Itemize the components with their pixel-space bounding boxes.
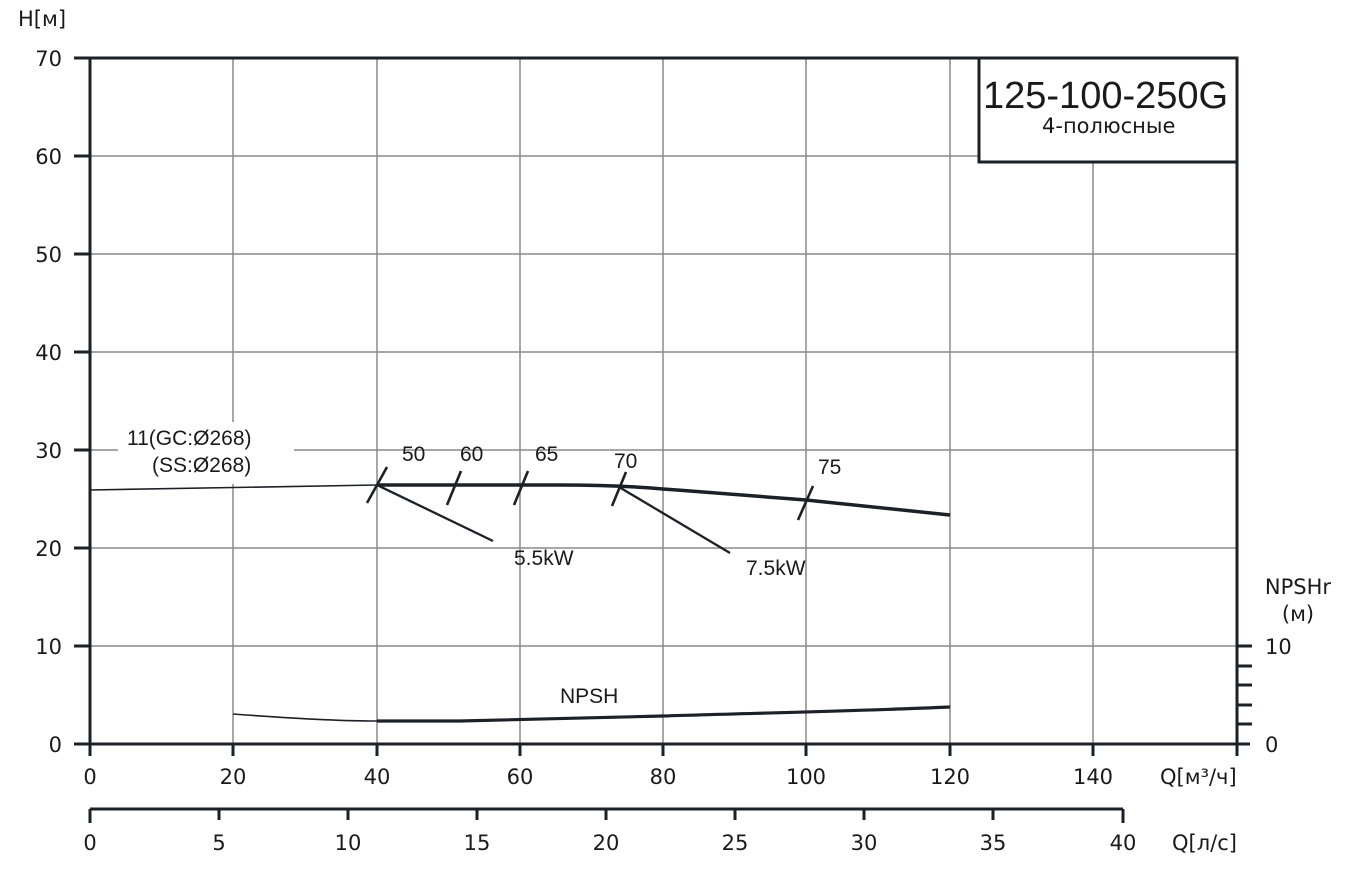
efficiency-label-60: 60 — [460, 443, 483, 466]
impeller-label-bg — [118, 422, 294, 484]
impeller-label-line1: 11(GC:Ø268) — [127, 427, 252, 450]
y-axis-tick-labels: 0 10 20 30 40 50 60 70 — [35, 47, 62, 757]
power-label-7-5kw: 7.5kW — [746, 557, 806, 580]
power-leaders — [376, 483, 731, 554]
y-tick-40: 40 — [35, 341, 62, 365]
y-axis-ticks — [74, 56, 90, 648]
x-axis-tick-labels: 0 20 40 60 80 100 120 140 — [83, 765, 1113, 789]
npsh-tick-10: 10 — [1265, 635, 1292, 659]
impeller-label-line2: (SS:Ø268) — [152, 454, 251, 477]
y-tick-0: 0 — [49, 733, 62, 757]
x2-axis — [88, 807, 1125, 823]
title-box — [977, 56, 1239, 164]
x2-tick-0: 0 — [83, 831, 96, 855]
x-tick-0: 0 — [83, 765, 96, 789]
efficiency-label-75: 75 — [818, 456, 841, 479]
x2-tick-20: 20 — [593, 831, 620, 855]
efficiency-label-65: 65 — [535, 443, 558, 466]
efficiency-marks — [365, 466, 815, 521]
head-curve-thin — [89, 484, 378, 491]
x-tick-40: 40 — [364, 765, 391, 789]
y-tick-70: 70 — [35, 47, 62, 71]
npsh-curve-label: NPSH — [560, 685, 618, 708]
vertical-grid — [232, 58, 1094, 744]
x2-tick-40: 40 — [1110, 831, 1137, 855]
npsh-axis-ticks — [1237, 644, 1252, 726]
x2-tick-15: 15 — [464, 831, 491, 855]
x-tick-60: 60 — [507, 765, 534, 789]
npsh-tick-0: 0 — [1265, 733, 1278, 757]
x-tick-100: 100 — [786, 765, 826, 789]
x2-axis-title: Q[л/с] — [1172, 831, 1237, 855]
x2-axis-tick-labels: 0 5 10 15 20 25 30 35 40 — [83, 831, 1136, 855]
model-subtitle: 4-полюсные — [1042, 114, 1175, 138]
y-axis-title: H[м] — [18, 7, 66, 31]
y-tick-50: 50 — [35, 243, 62, 267]
x-axis-ticks — [231, 744, 1095, 756]
power-label-5-5kw: 5.5kW — [514, 547, 574, 570]
y-tick-10: 10 — [35, 635, 62, 659]
y-tick-60: 60 — [35, 145, 62, 169]
x2-tick-30: 30 — [851, 831, 878, 855]
x2-tick-5: 5 — [212, 831, 225, 855]
efficiency-label-70: 70 — [614, 450, 637, 473]
efficiency-label-50: 50 — [402, 443, 425, 466]
npsh-axis-title-line1: NPSHr — [1265, 575, 1331, 599]
npsh-curve-thin — [232, 713, 378, 722]
x-tick-80: 80 — [650, 765, 677, 789]
x-tick-20: 20 — [220, 765, 247, 789]
x-tick-120: 120 — [930, 765, 970, 789]
x-axis-title: Q[м³/ч] — [1160, 765, 1237, 789]
model-title: 125-100-250G — [983, 75, 1228, 117]
x2-tick-10: 10 — [335, 831, 362, 855]
x2-tick-25: 25 — [722, 831, 749, 855]
y-tick-30: 30 — [35, 439, 62, 463]
npsh-curve — [377, 705, 951, 723]
npsh-axis-title-line2: (м) — [1282, 602, 1314, 626]
x-tick-140: 140 — [1073, 765, 1113, 789]
y-tick-20: 20 — [35, 537, 62, 561]
head-curve — [377, 483, 951, 517]
x2-tick-35: 35 — [980, 831, 1007, 855]
